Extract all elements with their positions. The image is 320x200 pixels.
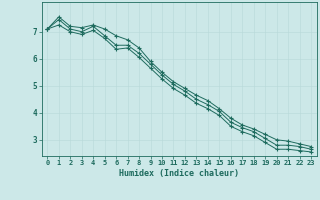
X-axis label: Humidex (Indice chaleur): Humidex (Indice chaleur) xyxy=(119,169,239,178)
